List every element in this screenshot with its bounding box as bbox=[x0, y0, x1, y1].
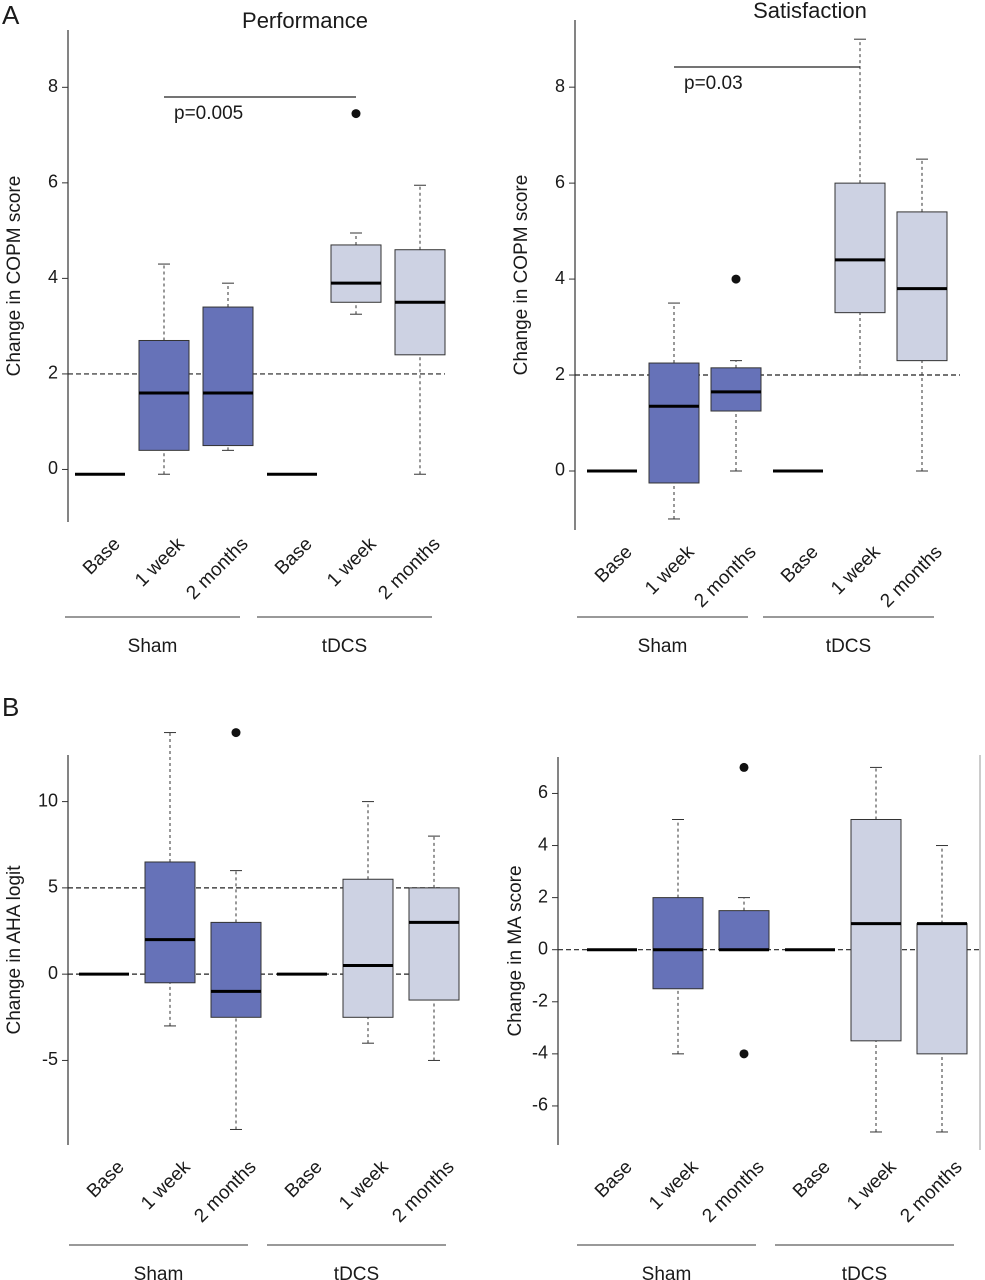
y-tick-label: 0 bbox=[538, 938, 548, 958]
y-tick-label: 4 bbox=[555, 268, 565, 288]
box bbox=[834, 182, 886, 314]
x-tick-label: 2 months bbox=[896, 1157, 966, 1227]
x-tick-label: 1 week bbox=[645, 1156, 703, 1214]
x-tick-label: 2 months bbox=[388, 1157, 458, 1227]
outlier bbox=[739, 762, 749, 772]
y-tick-label: 0 bbox=[555, 460, 565, 480]
box bbox=[718, 910, 770, 951]
outlier bbox=[731, 274, 741, 284]
x-tick-label: Base bbox=[281, 1157, 326, 1202]
outlier bbox=[739, 1049, 749, 1059]
y-tick-label: 5 bbox=[48, 877, 58, 897]
y-tick-label: 8 bbox=[555, 76, 565, 96]
y-tick-label: 6 bbox=[48, 172, 58, 192]
y-tick-label: -6 bbox=[532, 1095, 548, 1115]
panel-label: A bbox=[2, 0, 20, 30]
box bbox=[850, 818, 902, 1042]
y-tick-label: 4 bbox=[538, 834, 548, 854]
x-tick-label: 1 week bbox=[323, 533, 381, 591]
y-tick-label: 2 bbox=[538, 886, 548, 906]
x-tick-label: 1 week bbox=[641, 541, 699, 599]
box bbox=[408, 887, 460, 1001]
y-tick-label: 6 bbox=[555, 172, 565, 192]
p-value: p=0.005 bbox=[174, 103, 243, 124]
outlier bbox=[231, 728, 241, 738]
y-tick-label: 10 bbox=[38, 790, 58, 810]
box bbox=[710, 367, 762, 412]
x-tick-label: 1 week bbox=[137, 1156, 195, 1214]
x-tick-label: 1 week bbox=[827, 541, 885, 599]
x-tick-label: Base bbox=[83, 1157, 128, 1202]
group-label: Sham bbox=[128, 636, 178, 657]
panel-label: B bbox=[2, 692, 19, 722]
y-tick-label: 4 bbox=[48, 267, 58, 287]
y-tick-label: 6 bbox=[538, 782, 548, 802]
box bbox=[342, 878, 394, 1018]
x-tick-label: 2 months bbox=[182, 534, 252, 604]
x-tick-label: 1 week bbox=[843, 1156, 901, 1214]
y-tick-label: 0 bbox=[48, 458, 58, 478]
group-label: tDCS bbox=[842, 1264, 887, 1280]
x-tick-label: 2 months bbox=[876, 542, 946, 612]
box bbox=[202, 306, 254, 447]
box bbox=[138, 339, 190, 451]
group-label: Sham bbox=[642, 1264, 692, 1280]
p-value: p=0.03 bbox=[684, 73, 743, 94]
y-axis-label: Change in COPM score bbox=[511, 175, 532, 376]
y-axis-label: Change in AHA logit bbox=[4, 865, 25, 1035]
y-tick-label: -5 bbox=[42, 1049, 58, 1069]
x-tick-label: 1 week bbox=[131, 533, 189, 591]
box bbox=[648, 362, 700, 484]
x-tick-label: 2 months bbox=[698, 1157, 768, 1227]
chart-title: Performance bbox=[242, 8, 368, 33]
x-tick-label: 2 months bbox=[690, 542, 760, 612]
group-label: tDCS bbox=[826, 636, 871, 657]
box bbox=[652, 897, 704, 990]
box bbox=[916, 923, 968, 1055]
x-tick-label: 2 months bbox=[190, 1157, 260, 1227]
box bbox=[896, 211, 948, 362]
x-tick-label: Base bbox=[79, 534, 124, 579]
x-tick-label: Base bbox=[789, 1157, 834, 1202]
y-tick-label: -2 bbox=[532, 991, 548, 1011]
y-tick-label: 8 bbox=[48, 76, 58, 96]
group-label: Sham bbox=[134, 1264, 184, 1280]
box bbox=[330, 244, 382, 303]
x-tick-label: 2 months bbox=[374, 534, 444, 604]
box bbox=[210, 921, 262, 1018]
y-tick-label: 2 bbox=[48, 363, 58, 383]
x-tick-label: Base bbox=[591, 542, 636, 587]
y-axis-label: Change in COPM score bbox=[4, 176, 25, 377]
y-tick-label: 0 bbox=[48, 963, 58, 983]
box bbox=[144, 861, 196, 984]
group-label: tDCS bbox=[322, 636, 367, 657]
group-label: Sham bbox=[638, 636, 688, 657]
y-axis-label: Change in MA score bbox=[505, 865, 526, 1036]
y-tick-label: -4 bbox=[532, 1043, 548, 1063]
x-tick-label: 1 week bbox=[335, 1156, 393, 1214]
x-tick-label: Base bbox=[591, 1157, 636, 1202]
outlier bbox=[351, 109, 361, 119]
x-tick-label: Base bbox=[777, 542, 822, 587]
x-tick-label: Base bbox=[271, 534, 316, 579]
chart-title: Satisfaction bbox=[753, 0, 867, 23]
y-tick-label: 2 bbox=[555, 364, 565, 384]
group-label: tDCS bbox=[334, 1264, 379, 1280]
